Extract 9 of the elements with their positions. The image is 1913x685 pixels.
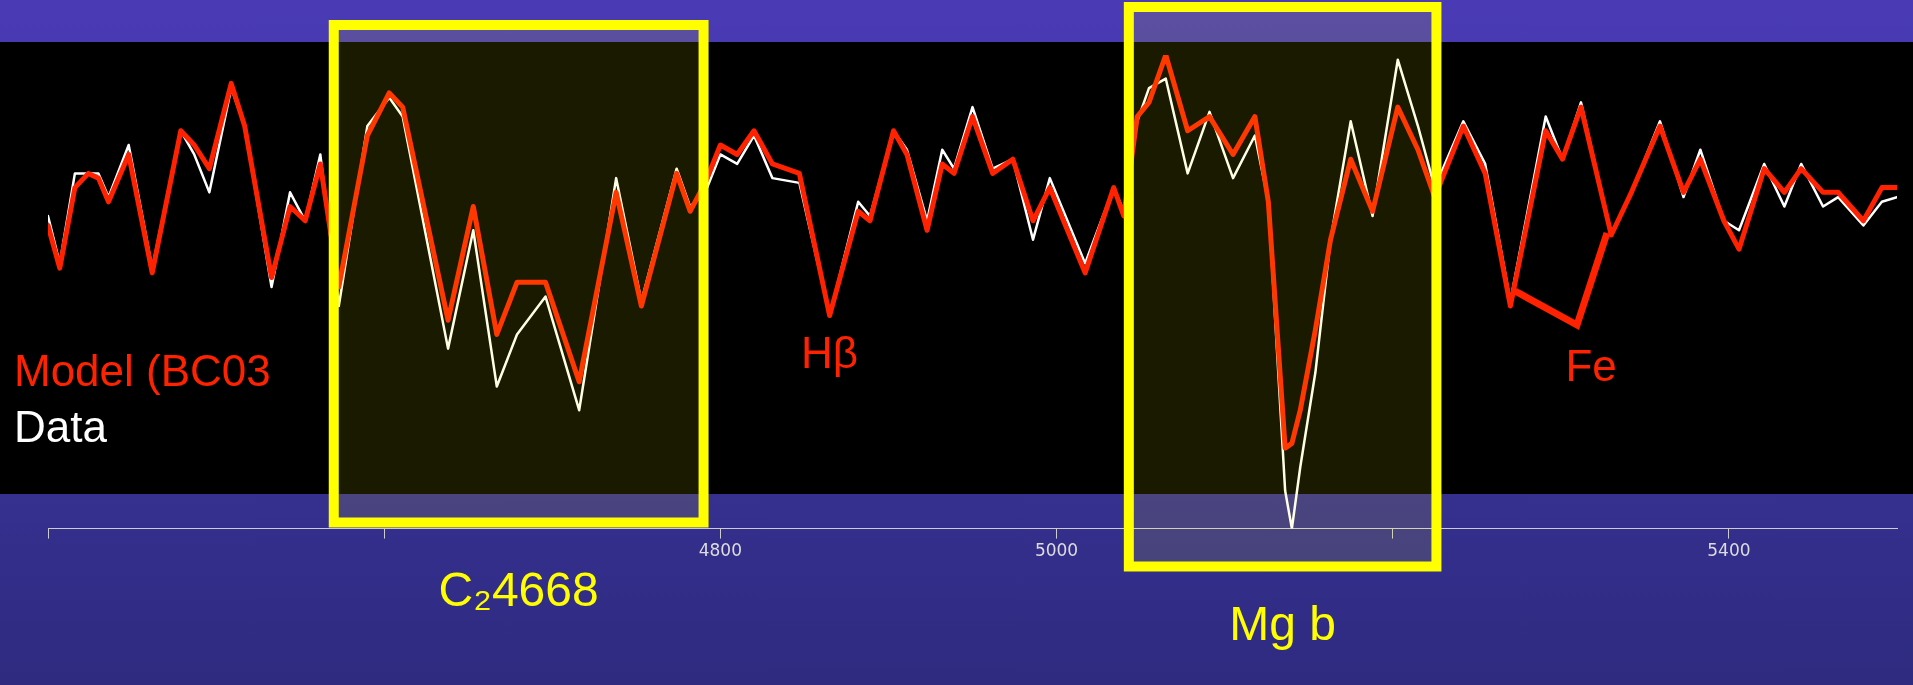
series-label: Model (BC03 (14, 345, 271, 397)
annotation: Hβ (801, 327, 859, 377)
x-tick-label: 5400 (1707, 540, 1751, 561)
band-label: Mg b (1229, 596, 1336, 650)
x-tick-label: 4800 (698, 540, 742, 561)
x-tick-label: 5000 (1034, 540, 1079, 561)
band-label: C₂4668 (438, 562, 599, 616)
annotation: Fe (1565, 341, 1617, 391)
text: Data (14, 401, 107, 453)
